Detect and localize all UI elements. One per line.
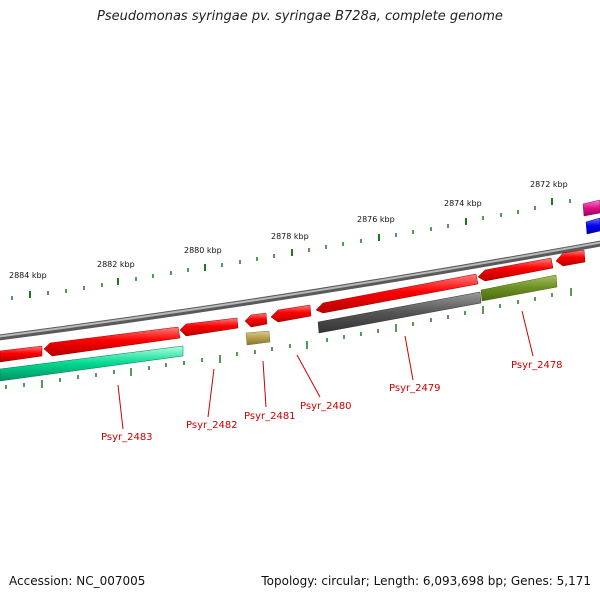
ruler-major-ticks <box>29 198 553 298</box>
ruler-labels: 2884 kbp 2882 kbp 2880 kbp 2878 kbp 2876… <box>9 180 568 280</box>
cds-arrow[interactable] <box>477 257 554 282</box>
ruler-label: 2878 kbp <box>271 232 309 241</box>
cds-arrow[interactable] <box>555 249 586 267</box>
lower-ticks <box>5 288 572 389</box>
ruler-label: 2882 kbp <box>97 260 135 269</box>
gene-label[interactable]: Psyr_2478 <box>511 360 563 371</box>
cds-arrow[interactable] <box>0 345 43 363</box>
cds-arrow[interactable] <box>315 273 479 314</box>
ruler-label: 2884 kbp <box>9 271 47 280</box>
gene-bar-blue[interactable] <box>585 217 600 235</box>
ruler-minor-ticks <box>11 199 571 300</box>
cds-arrow[interactable] <box>270 304 312 323</box>
ruler-label: 2876 kbp <box>357 215 395 224</box>
ruler-label: 2874 kbp <box>444 199 482 208</box>
gene-label[interactable]: Psyr_2483 <box>101 432 153 443</box>
gene-labels: Psyr_2483 Psyr_2482 Psyr_2481 Psyr_2480 … <box>101 360 563 443</box>
gene-label[interactable]: Psyr_2482 <box>186 420 238 431</box>
gene-label[interactable]: Psyr_2481 <box>244 411 296 422</box>
topology-text: Topology: circular; Length: 6,093,698 bp… <box>261 574 591 588</box>
ruler-label: 2880 kbp <box>184 246 222 255</box>
map-title: Pseudomonas syringae pv. syringae B728a,… <box>97 9 503 24</box>
gene-track <box>0 199 600 382</box>
gene-bar-psyr-2478[interactable] <box>480 274 558 302</box>
gene-bar-psyr-2481[interactable] <box>245 330 271 346</box>
accession-text: Accession: NC_007005 <box>9 574 146 588</box>
cds-arrow[interactable] <box>244 312 268 328</box>
ruler-label: 2872 kbp <box>530 180 568 189</box>
cds-arrow[interactable] <box>43 326 181 357</box>
cds-arrow[interactable] <box>179 317 239 337</box>
gene-bar-psyr-2483[interactable] <box>0 345 184 382</box>
gene-bar-psyr-2479[interactable] <box>317 291 482 334</box>
gene-label[interactable]: Psyr_2480 <box>300 401 352 412</box>
label-leaders <box>117 310 534 430</box>
cds-track-1 <box>0 249 586 363</box>
gene-label[interactable]: Psyr_2479 <box>389 383 441 394</box>
gene-bar-pink[interactable] <box>582 199 600 217</box>
